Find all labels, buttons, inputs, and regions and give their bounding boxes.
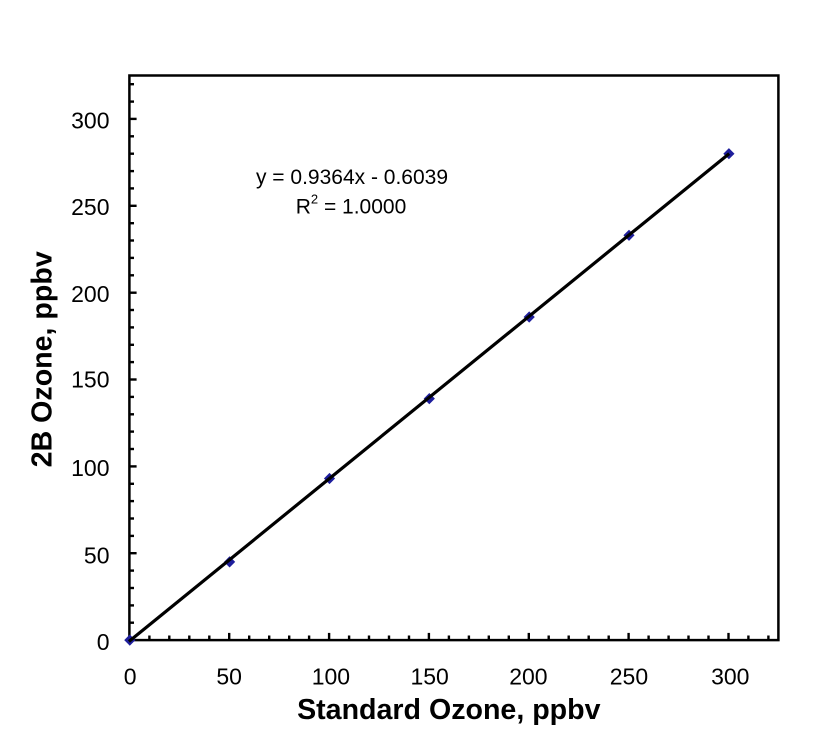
svg-text:2B Ozone, ppbv: 2B Ozone, ppbv	[27, 251, 59, 467]
svg-text:200: 200	[509, 663, 547, 689]
svg-text:Standard Ozone, ppbv: Standard Ozone, ppbv	[297, 694, 601, 726]
svg-text:50: 50	[216, 663, 242, 689]
svg-text:150: 150	[410, 663, 448, 689]
svg-text:250: 250	[71, 194, 109, 220]
svg-text:100: 100	[312, 663, 350, 689]
svg-text:150: 150	[71, 367, 109, 393]
svg-text:200: 200	[71, 281, 109, 307]
svg-text:R2 = 1.0000: R2 = 1.0000	[296, 192, 407, 219]
svg-text:50: 50	[84, 542, 110, 568]
svg-text:y = 0.9364x - 0.6039: y = 0.9364x - 0.6039	[256, 166, 448, 189]
svg-text:300: 300	[711, 663, 749, 689]
svg-text:0: 0	[97, 629, 110, 655]
svg-text:0: 0	[124, 663, 137, 689]
svg-text:300: 300	[71, 107, 109, 133]
svg-text:250: 250	[610, 663, 648, 689]
svg-text:100: 100	[71, 455, 109, 481]
